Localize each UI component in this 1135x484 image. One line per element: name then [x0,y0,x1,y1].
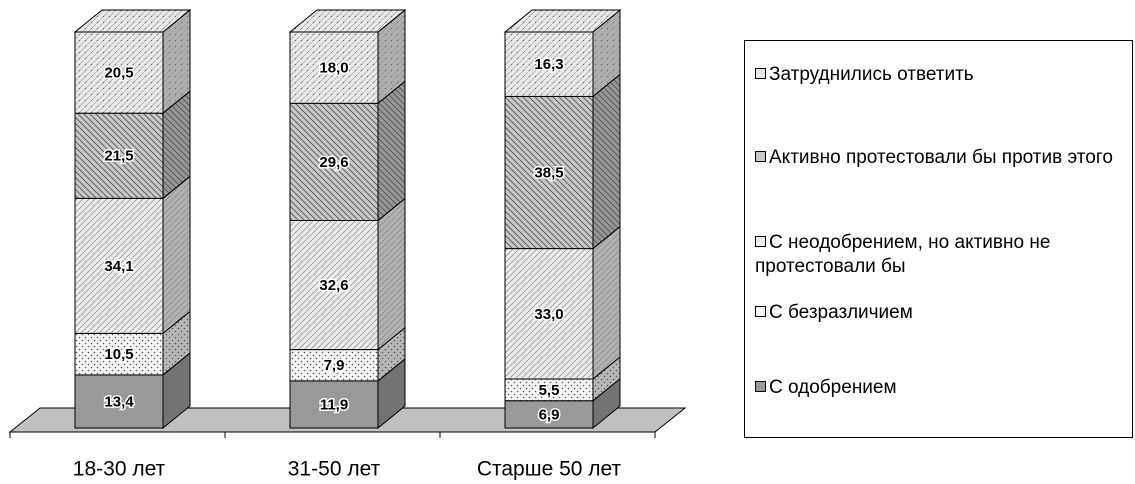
legend-label: С безразличием [769,302,913,323]
data-label: 6,9 [539,406,560,423]
legend-item: Активно протестовали бы против этого [755,146,1130,170]
legend-swatch [755,151,766,162]
x-tick-label: 31-50 лет [288,458,381,481]
data-label: 11,9 [320,396,348,413]
bar-segment [504,73,621,250]
legend-item: С одобрением [755,376,1130,400]
data-label: 7,9 [324,357,345,374]
plot: 13,4 10,5 34,1 21,5 20,5 18-30 лет 11,9 7,9 32,6… [8,8,687,481]
data-label: 5,5 [539,382,560,399]
data-label: 34,1 [104,258,133,275]
bar-segment [288,8,407,105]
legend-label: С неодобрением, но активно не протестова… [755,232,1051,277]
data-label: 32,6 [319,277,348,294]
legend-label: Активно протестовали бы против этого [769,147,1113,168]
legend-swatch [755,381,766,392]
bar-segment [74,175,191,335]
bar-segment [504,225,621,381]
legend-label: Затруднились ответить [769,64,974,85]
data-label: 29,6 [319,154,348,171]
data-label: 16,3 [534,56,563,73]
legend-swatch [755,306,766,317]
bar-segment [504,355,621,402]
legend-item: С неодобрением, но активно не протестова… [755,231,1130,279]
bar-segment [74,351,191,430]
legend-label: С одобрением [769,377,897,398]
data-label: 13,4 [104,393,134,410]
data-label: 18,0 [319,60,348,77]
bar-segment [74,90,191,200]
legend-swatch [755,236,766,247]
data-label: 10,5 [104,346,133,363]
data-label: 38,5 [534,164,563,181]
bar-segment [289,197,406,351]
x-tick-label: Старше 50 лет [477,458,622,481]
bar-segment [503,8,622,98]
data-label: 21,5 [104,148,133,165]
bar-segment [73,8,192,115]
legend-swatch [755,68,766,79]
legend: Затруднились ответить Активно протестовал… [744,40,1133,438]
bar-segment [74,310,191,376]
x-tick-label: 18-30 лет [73,458,166,481]
bar-segment [289,326,406,382]
data-label: 20,5 [104,65,133,82]
bar-segment [504,377,621,430]
bar-segment [289,80,406,222]
data-label: 33,0 [534,306,563,323]
legend-item: С безразличием [755,301,1130,325]
bar-segment [289,357,406,430]
legend-item: Затруднились ответить [755,63,1130,87]
